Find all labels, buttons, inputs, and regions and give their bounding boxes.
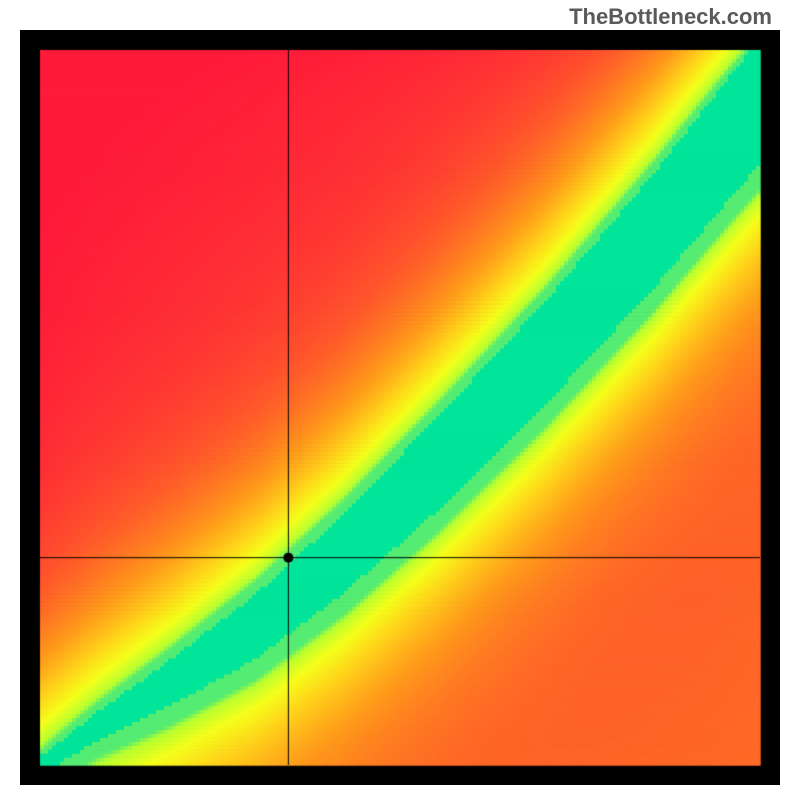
plot-outer-frame	[20, 30, 780, 785]
watermark-text: TheBottleneck.com	[569, 4, 772, 30]
heatmap-canvas	[20, 30, 780, 785]
chart-container: TheBottleneck.com	[0, 0, 800, 800]
